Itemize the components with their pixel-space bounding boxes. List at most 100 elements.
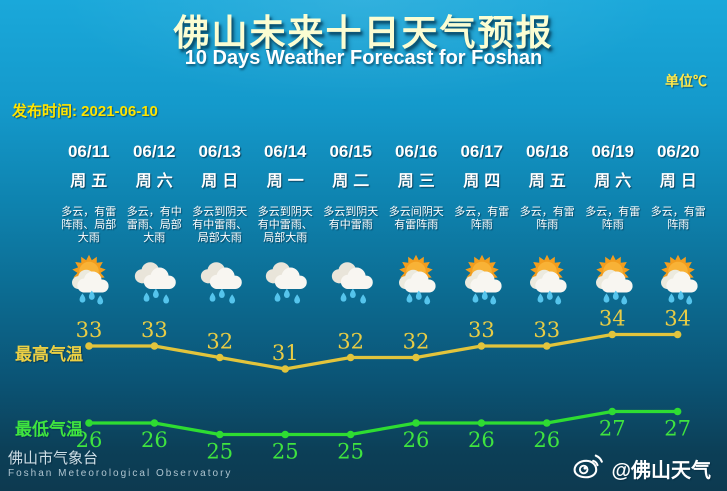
day-weekday: 周日 [201, 173, 244, 190]
day-weather-description: 多云到阴天有中雷雨 [323, 206, 379, 231]
temp-value: 32 [206, 330, 233, 354]
temp-point [673, 407, 682, 416]
temp-point [608, 330, 616, 339]
day-weather-description: 多云间阴天有雷阵雨 [388, 206, 444, 231]
low-temp-series-label: 最低气温 [15, 420, 83, 439]
temp-point [608, 407, 616, 416]
temp-value: 31 [272, 341, 299, 365]
temp-value: 25 [272, 440, 299, 464]
cloud-rain-icon [126, 250, 182, 308]
day-column: 06/12 周六多云，有中雷雨、局部大雨 [122, 142, 188, 308]
day-column: 06/20 周日多云，有雷阵雨 [646, 142, 712, 308]
day-date: 06/12 [132, 142, 176, 161]
temp-point [85, 419, 93, 427]
day-column: 06/17 周四多云，有雷阵雨 [449, 142, 515, 308]
day-weekday: 周二 [332, 173, 375, 190]
day-column: 06/19 周六 多云，有雷阵雨 [580, 142, 646, 308]
temp-value: 27 [599, 417, 626, 441]
temp-point [85, 342, 93, 350]
day-weather-description: 多云，有中雷雨、局部大雨 [126, 206, 182, 244]
page-title: 佛山未来十日天气预报 [173, 12, 554, 53]
day-date: 06/15 [329, 142, 373, 161]
temp-point [281, 430, 290, 439]
cloud-rain-icon [192, 250, 248, 308]
temp-point [477, 419, 486, 427]
sun-cloud-rain-icon [61, 250, 117, 308]
temp-point [216, 430, 224, 439]
day-weather-description: 多云到阴天有中雷雨、局部大雨 [257, 206, 313, 244]
temp-point [150, 419, 159, 427]
temp-point [543, 342, 551, 350]
temp-value: 33 [468, 318, 495, 342]
day-weather-description: 多云，有雷阵雨 [585, 206, 641, 231]
day-date: 06/18 [525, 142, 569, 161]
day-column: 06/15 周二多云到阴天有中雷雨 [318, 142, 384, 308]
temp-value: 32 [337, 330, 364, 354]
temp-value: 26 [533, 428, 560, 452]
temp-line [89, 332, 678, 371]
temp-value: 26 [468, 428, 495, 452]
organization-name-en: Foshan Meteorological Observatory [8, 468, 233, 479]
forecast-columns: 06/11 周五 多云，有雷阵雨、局部大雨 06/12 周六 多云，有中雷雨、局部大雨 06… [56, 142, 711, 308]
day-date: 06/14 [263, 142, 307, 161]
day-weekday: 周六 [594, 173, 637, 190]
day-weather-description: 多云，有雷阵雨 [519, 206, 575, 231]
day-date: 06/13 [198, 142, 242, 161]
day-weekday: 周五 [70, 173, 113, 190]
day-column: 06/13 周日多云到阴天有中雷雨、局部大雨 [187, 142, 253, 308]
day-weekday: 周四 [463, 173, 506, 190]
temp-point [412, 419, 420, 427]
day-weather-description: 多云到阴天有中雷雨、局部大雨 [192, 206, 248, 244]
day-weekday: 周三 [397, 173, 440, 190]
day-weekday: 周五 [528, 173, 571, 190]
temp-point [412, 353, 420, 362]
weibo-credit: @佛山天气 [572, 452, 711, 485]
day-weather-description: 多云，有雷阵雨、局部大雨 [61, 206, 117, 244]
day-column: 06/18 周五多云，有雷阵雨 [515, 142, 581, 308]
temp-value: 34 [664, 307, 691, 331]
temp-line [89, 409, 678, 437]
day-date: 06/17 [460, 142, 504, 161]
day-weekday: 周日 [659, 173, 702, 190]
temp-value: 26 [141, 428, 168, 452]
day-column: 06/16 周三多云间阴天有雷阵雨 [384, 142, 450, 308]
sun-cloud-rain-icon [454, 250, 510, 308]
day-weather-description: 多云，有雷阵雨 [650, 206, 706, 231]
temp-point [150, 342, 159, 350]
temp-point [281, 365, 290, 373]
organization-name-cn: 佛山市气象台 [8, 450, 99, 467]
temp-value: 32 [403, 330, 430, 354]
units-label: 单位℃ [665, 73, 707, 89]
temp-point [346, 430, 355, 439]
temp-value: 27 [664, 417, 691, 441]
day-column: 06/11 周五多云，有雷阵雨、局部大雨 [56, 142, 122, 308]
weibo-icon [572, 452, 604, 485]
sun-cloud-rain-icon [388, 250, 444, 308]
cloud-rain-icon [257, 250, 313, 308]
page-subtitle: 10 Days Weather Forecast for Foshan [184, 47, 543, 69]
temp-value: 33 [533, 318, 560, 342]
cloud-rain-icon [323, 250, 379, 308]
day-date: 06/16 [394, 142, 438, 161]
temp-value: 25 [206, 440, 233, 464]
day-weekday: 周一 [266, 173, 309, 190]
high-temp-series-label: 最高气温 [15, 345, 83, 364]
day-date: 06/11 [67, 142, 110, 161]
temp-point [543, 419, 551, 427]
temp-value: 33 [141, 318, 168, 342]
day-column: 06/14 周一多云到阴天有中雷雨、局部大雨 [253, 142, 319, 308]
temp-point [346, 353, 355, 362]
sun-cloud-rain-icon [650, 250, 706, 308]
sun-cloud-rain-icon [519, 250, 575, 308]
temp-point [673, 330, 682, 339]
temp-value: 33 [76, 318, 103, 342]
day-weather-description: 多云，有雷阵雨 [454, 206, 510, 231]
temp-value: 25 [337, 440, 364, 464]
sun-cloud-rain-icon [585, 250, 641, 308]
temp-value: 34 [599, 307, 626, 331]
temp-point [477, 342, 486, 350]
day-date: 06/20 [656, 142, 700, 161]
day-weekday: 周六 [135, 173, 178, 190]
temp-value: 26 [403, 428, 430, 452]
